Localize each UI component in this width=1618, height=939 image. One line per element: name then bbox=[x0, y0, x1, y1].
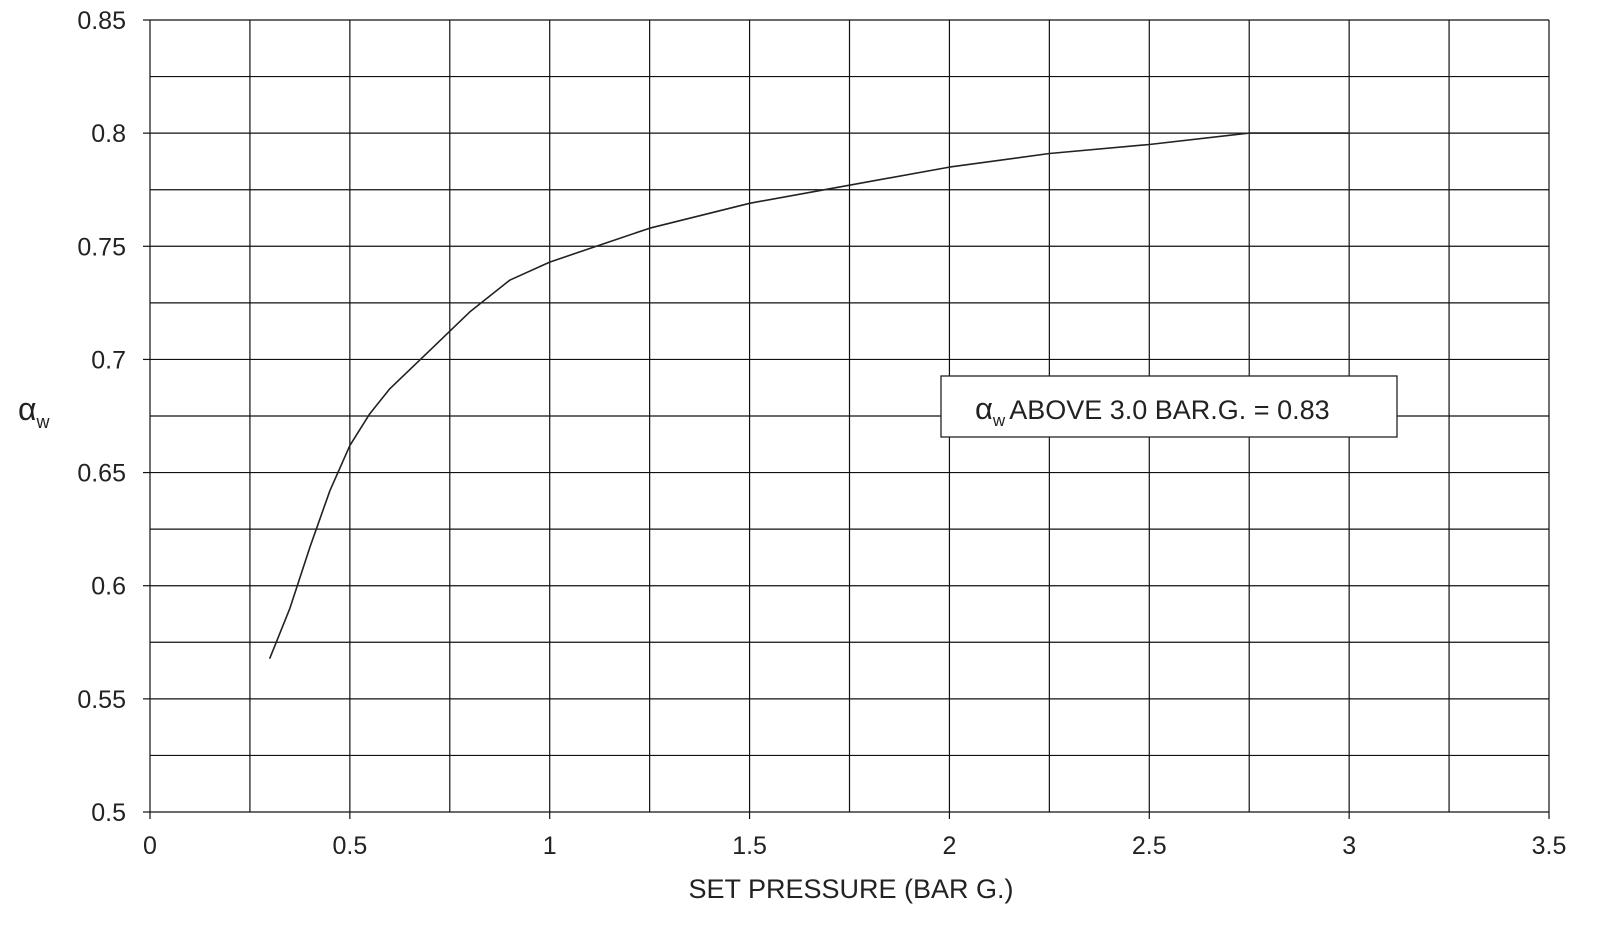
x-axis-title: SET PRESSURE (BAR G.) bbox=[688, 874, 1013, 904]
annotation-frame bbox=[940, 375, 1398, 438]
annotation-symbol: α bbox=[975, 391, 993, 426]
y-tick-label: 0.8 bbox=[91, 120, 126, 148]
x-tick-label: 3.5 bbox=[1532, 832, 1567, 860]
y-axis-subscript: w bbox=[36, 412, 51, 432]
x-tick-label: 2.5 bbox=[1132, 832, 1167, 860]
y-tick-label: 0.7 bbox=[91, 346, 126, 374]
x-tick-label: 3 bbox=[1342, 832, 1356, 860]
y-tick-label: 0.65 bbox=[77, 460, 126, 488]
y-axis-title: αw bbox=[18, 391, 51, 432]
y-tick-label: 0.55 bbox=[77, 686, 126, 714]
y-tick-label: 0.6 bbox=[91, 573, 126, 601]
x-tick-label: 1.5 bbox=[732, 832, 767, 860]
y-tick-label: 0.5 bbox=[91, 799, 126, 827]
x-tick-label: 0 bbox=[143, 832, 157, 860]
series-line bbox=[269, 132, 1350, 659]
series-layer bbox=[269, 132, 1350, 659]
x-tick-label: 2 bbox=[942, 832, 956, 860]
annotation-box: αw ABOVE 3.0 BAR.G. = 0.83 bbox=[940, 375, 1398, 438]
x-tick-label: 1 bbox=[543, 832, 557, 860]
y-axis-symbol: α bbox=[18, 391, 37, 427]
y-tick-label: 0.75 bbox=[77, 233, 126, 261]
annotation-label: ABOVE 3.0 BAR.G. = 0.83 bbox=[1009, 395, 1329, 425]
annotation-text: αw ABOVE 3.0 BAR.G. = 0.83 bbox=[975, 391, 1330, 430]
x-tick-label: 0.5 bbox=[332, 832, 367, 860]
annotation-subscript: w bbox=[992, 411, 1006, 430]
tick-labels: 0 0.5 1 1.5 2 2.5 3 3.5 0.5 0.55 0.6 0.65 0.7 0.75 0.8… bbox=[77, 7, 1566, 860]
y-tick-label: 0.85 bbox=[77, 7, 126, 35]
